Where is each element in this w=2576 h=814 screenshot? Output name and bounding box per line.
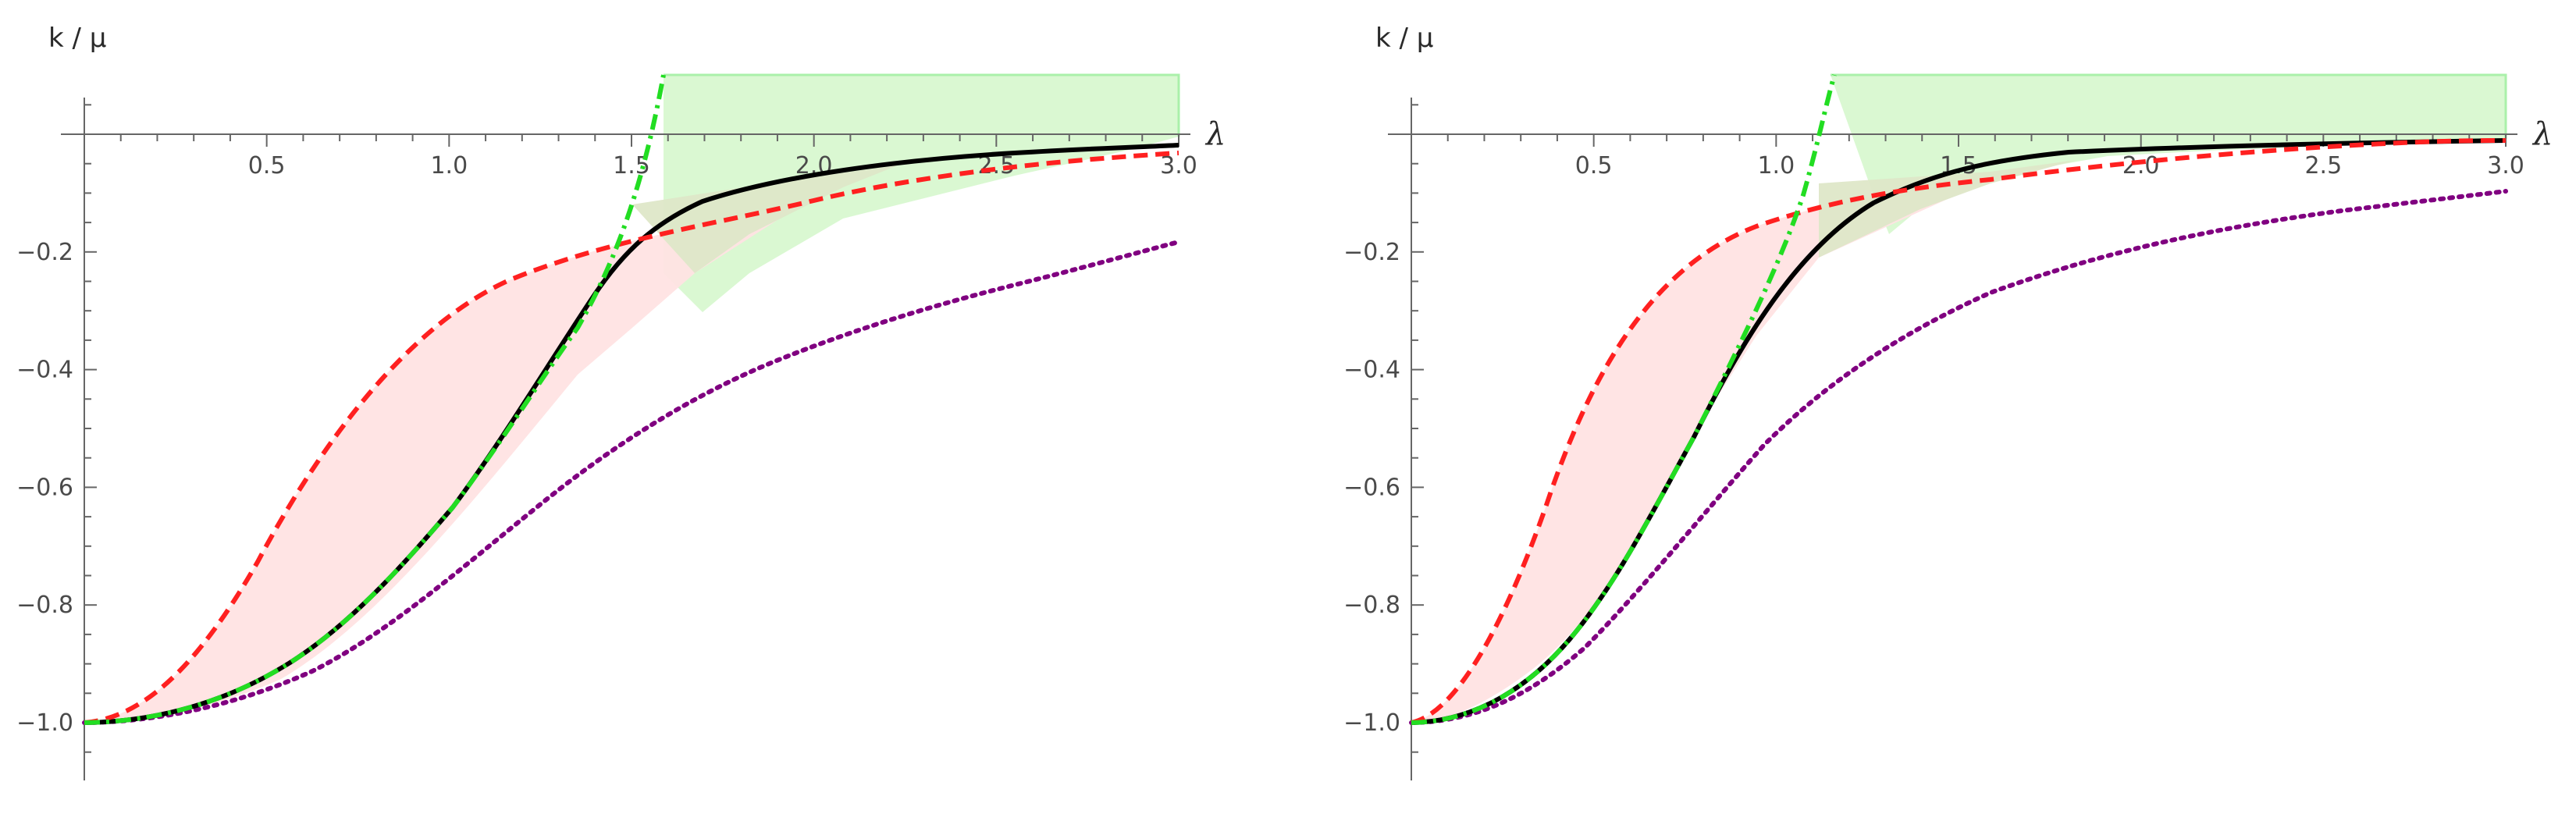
y-tick-label: −0.8 — [1343, 592, 1400, 619]
red-region-right — [1411, 180, 1991, 723]
x-tick-label: 2.5 — [2304, 152, 2342, 180]
right-chart-panel: 0.5 1.0 1.5 2.0 2.5 3.0 −0.2−0.4−0.6−0.8−1.0 … — [1343, 23, 2553, 780]
x-tick-label: 0.5 — [1575, 152, 1613, 180]
dashdot-green-curve-left — [84, 74, 666, 725]
dashed-red-curve-left — [84, 151, 1179, 725]
x-axis-label-left: λ — [1204, 116, 1226, 152]
x-tick-label: 1.0 — [430, 152, 468, 180]
dashed-red-curve-right — [1411, 138, 2507, 725]
y-axis-label-left: k / μ — [48, 23, 106, 54]
y-tick-label: −0.2 — [1343, 239, 1400, 266]
green-region-right-border — [1831, 73, 2507, 139]
green-region-right — [1831, 75, 2506, 234]
y-ticks-right: −0.2 −0.4 −0.6 −0.8 −1.0 — [1343, 104, 1424, 753]
x-tick-label: 2.0 — [2122, 152, 2160, 180]
green-region-left-border — [664, 73, 1180, 137]
y-axis-label-right: k / μ — [1375, 23, 1433, 54]
y-tick-label: −0.4 — [16, 357, 73, 384]
y-tick-label: −0.6 — [1343, 474, 1400, 501]
overlap-region-right — [1819, 160, 2076, 258]
y-tick-label: −1.0 — [1343, 709, 1400, 737]
x-ticks-right: 0.5 1.0 1.5 2.0 2.5 3.0 — [1446, 134, 2524, 180]
red-region-left — [84, 203, 804, 723]
x-tick-label: 1.0 — [1757, 152, 1795, 180]
y-ticks-left: −0.2 −0.4 −0.6 −0.8 −1.0 — [16, 104, 97, 753]
x-tick-label: 0.5 — [248, 152, 286, 180]
left-chart-panel: 0.5 1.0 1.5 2.0 2.5 3.0 −0.2−0.4−0.6−0.8−1.0 … — [16, 23, 1226, 780]
y-tick-label: −0.2 — [16, 239, 73, 266]
x-tick-label: 3.0 — [1160, 152, 1197, 180]
y-tick-label: −1.0 — [16, 709, 73, 737]
y-tick-label: −0.6 — [16, 474, 73, 501]
solid-black-curve-left — [84, 143, 1179, 725]
y-tick-label: −0.4 — [1343, 357, 1400, 384]
x-axis-label-right: λ — [2532, 116, 2553, 152]
dashdot-green-curve-right — [1411, 74, 1837, 725]
y-tick-label: −0.8 — [16, 592, 73, 619]
dotted-purple-curve-left — [82, 240, 1181, 725]
solid-black-curve-right — [1411, 138, 2507, 725]
overlap-region-left — [632, 165, 898, 273]
x-tick-label: 3.0 — [2487, 152, 2524, 180]
dotted-purple-curve-right — [1409, 189, 2508, 725]
